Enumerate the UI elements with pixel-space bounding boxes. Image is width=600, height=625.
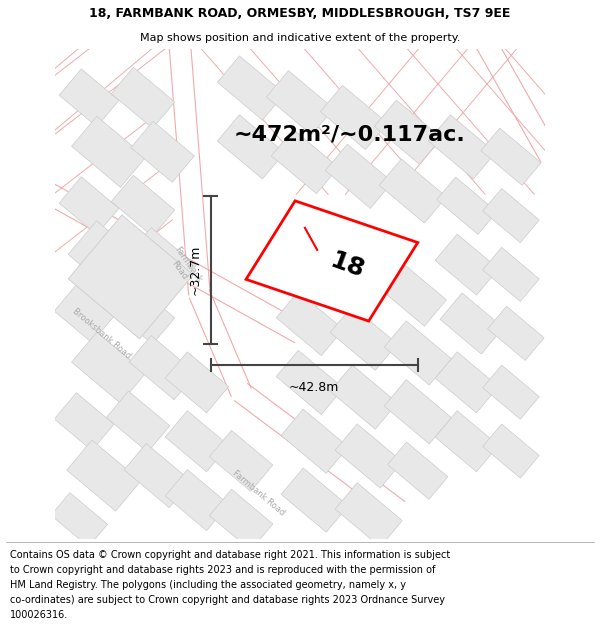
Text: to Crown copyright and database rights 2023 and is reproduced with the permissio: to Crown copyright and database rights 2… (10, 564, 436, 574)
Polygon shape (131, 121, 194, 182)
Text: Contains OS data © Crown copyright and database right 2021. This information is : Contains OS data © Crown copyright and d… (10, 549, 451, 559)
Polygon shape (335, 424, 402, 488)
Polygon shape (428, 115, 496, 179)
Polygon shape (59, 177, 119, 234)
Polygon shape (384, 380, 451, 444)
Polygon shape (325, 144, 392, 208)
Polygon shape (111, 283, 175, 344)
Polygon shape (59, 69, 119, 127)
Polygon shape (271, 129, 338, 194)
Polygon shape (281, 409, 349, 473)
Polygon shape (266, 71, 334, 135)
Polygon shape (320, 86, 388, 149)
Text: ~472m²/~0.117ac.: ~472m²/~0.117ac. (233, 124, 465, 144)
Polygon shape (330, 306, 397, 370)
Polygon shape (374, 100, 442, 164)
Polygon shape (71, 332, 146, 403)
Polygon shape (483, 189, 539, 242)
Polygon shape (67, 440, 141, 511)
Polygon shape (335, 482, 402, 547)
Polygon shape (111, 175, 175, 236)
Polygon shape (165, 411, 229, 472)
Text: Map shows position and indicative extent of the property.: Map shows position and indicative extent… (140, 33, 460, 43)
Text: HM Land Registry. The polygons (including the associated geometry, namely x, y: HM Land Registry. The polygons (includin… (10, 579, 406, 589)
Polygon shape (209, 431, 273, 491)
Text: Farmbank Road: Farmbank Road (230, 468, 286, 517)
Text: 18, FARMBANK ROAD, ORMESBY, MIDDLESBROUGH, TS7 9EE: 18, FARMBANK ROAD, ORMESBY, MIDDLESBROUG… (89, 7, 511, 20)
Polygon shape (217, 115, 284, 179)
Polygon shape (54, 392, 114, 451)
Polygon shape (276, 232, 343, 297)
Text: co-ordinates) are subject to Crown copyright and database rights 2023 Ordnance S: co-ordinates) are subject to Crown copyr… (10, 594, 445, 604)
Text: ~32.7m: ~32.7m (188, 245, 202, 295)
Polygon shape (483, 424, 539, 478)
Polygon shape (481, 128, 541, 185)
Polygon shape (209, 489, 273, 550)
Polygon shape (281, 468, 349, 532)
Polygon shape (68, 221, 149, 299)
Polygon shape (483, 365, 539, 419)
Polygon shape (129, 228, 196, 292)
Polygon shape (330, 365, 397, 429)
Polygon shape (68, 215, 193, 339)
Text: 100026316.: 100026316. (10, 609, 68, 619)
Polygon shape (165, 469, 229, 531)
Text: Brooksbank Road: Brooksbank Road (70, 306, 132, 360)
Polygon shape (124, 444, 191, 508)
Text: Farmbank
Road: Farmbank Road (164, 244, 203, 289)
Polygon shape (51, 492, 107, 547)
Polygon shape (437, 177, 497, 234)
Polygon shape (483, 248, 539, 301)
Polygon shape (440, 293, 503, 354)
Polygon shape (71, 116, 146, 188)
Polygon shape (435, 411, 499, 472)
Polygon shape (325, 248, 392, 311)
Polygon shape (246, 201, 418, 321)
Polygon shape (379, 262, 446, 326)
Polygon shape (54, 285, 114, 342)
Polygon shape (388, 442, 448, 499)
Polygon shape (106, 391, 170, 452)
Polygon shape (435, 234, 499, 295)
Polygon shape (435, 352, 499, 413)
Polygon shape (129, 336, 196, 400)
Text: 18: 18 (326, 249, 367, 283)
Polygon shape (276, 291, 343, 356)
Polygon shape (384, 321, 451, 385)
Polygon shape (217, 56, 284, 120)
Polygon shape (276, 350, 343, 414)
Text: ~42.8m: ~42.8m (289, 381, 340, 394)
Polygon shape (379, 159, 446, 223)
Polygon shape (488, 306, 544, 361)
Polygon shape (165, 352, 229, 413)
Polygon shape (111, 68, 175, 128)
